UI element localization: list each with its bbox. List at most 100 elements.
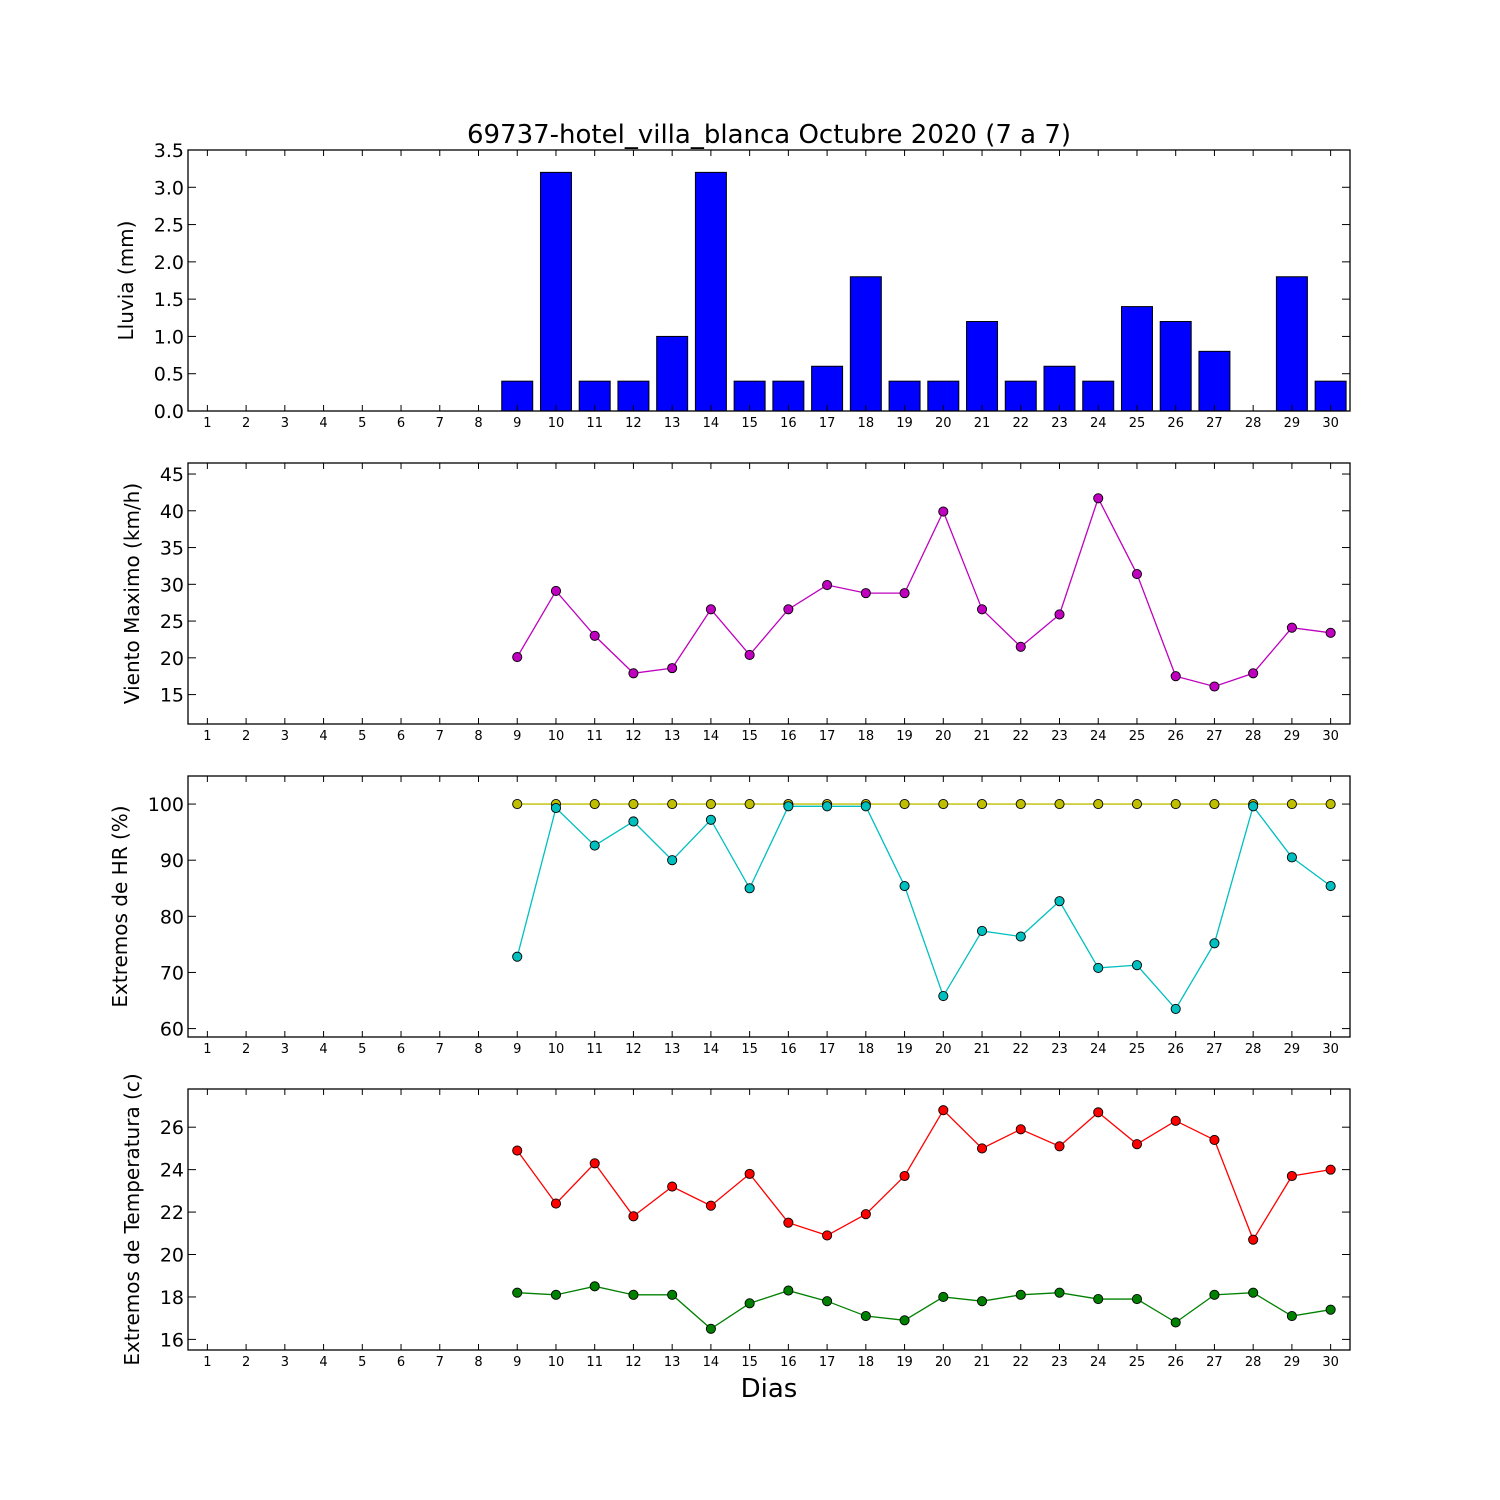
point-s1-day-11 (589, 1158, 600, 1169)
point-s2-day-13 (667, 1289, 678, 1300)
point-s2-day-20 (938, 990, 949, 1002)
point-s1-day-29 (1286, 1170, 1297, 1182)
point-s1-day-30 (1325, 799, 1336, 810)
x-tick-label: 8 (474, 729, 482, 744)
point-s2-day-17 (822, 801, 833, 812)
x-tick-label: 28 (1245, 729, 1262, 744)
y-axis-label: Extremos de Temperatura (c) (120, 1073, 144, 1365)
x-tick-label: 6 (397, 1355, 405, 1370)
x-tick-label: 10 (548, 729, 565, 744)
x-tick-label: 15 (741, 729, 758, 744)
x-tick-label: 22 (1012, 1042, 1029, 1057)
chart-panels: 0.00.51.01.52.02.53.03.51 2 3 4 5 6 7 8 9 10 11 12 1… (108, 140, 1351, 1370)
point-s1-day-16 (783, 1217, 794, 1228)
point-s2-day-18 (860, 801, 871, 812)
point-s2-day-19 (899, 1315, 910, 1326)
x-tick-label: 26 (1167, 1355, 1184, 1370)
y-tick-label: 80 (160, 906, 184, 928)
point-s2-day-24 (1093, 1294, 1104, 1305)
x-tick-label: 11 (586, 1042, 603, 1057)
x-tick-label: 25 (1129, 416, 1146, 431)
x-tick-label: 19 (896, 416, 913, 431)
series-line-1 (516, 1109, 1331, 1242)
bar-day-10 (539, 171, 572, 412)
point-s1-day-12 (628, 1211, 639, 1222)
point-s1-day-11 (589, 630, 600, 641)
x-tick-label: 16 (780, 1042, 797, 1057)
point-s2-day-14 (705, 1323, 716, 1334)
x-tick-label: 5 (358, 1042, 366, 1057)
point-s2-day-14 (705, 814, 716, 825)
point-s1-day-27 (1209, 799, 1220, 810)
panel-1: 0.00.51.01.52.02.53.03.51 2 3 4 5 6 7 8 9 10 11 12 1… (114, 140, 1351, 431)
y-tick-label: 3.5 (154, 140, 184, 162)
point-s1-day-14 (705, 1200, 716, 1211)
y-tick-label: 18 (160, 1287, 184, 1309)
point-s1-day-30 (1325, 627, 1336, 638)
point-s2-day-16 (783, 1285, 794, 1296)
point-s2-day-17 (822, 1296, 833, 1307)
x-tick-label: 21 (974, 1042, 991, 1057)
point-s1-day-14 (705, 604, 716, 615)
point-s1-day-29 (1286, 622, 1297, 633)
x-tick-label: 27 (1206, 416, 1223, 431)
x-tick-label: 1 (203, 416, 211, 431)
x-tick-label: 3 (281, 1355, 289, 1370)
point-s2-day-9 (512, 1287, 523, 1298)
x-tick-label: 13 (664, 1355, 681, 1370)
point-s2-day-25 (1131, 960, 1143, 971)
point-s1-day-20 (938, 799, 949, 810)
x-tick-label: 28 (1245, 1355, 1262, 1370)
x-tick-label: 4 (319, 1042, 327, 1057)
point-s1-day-13 (667, 663, 678, 674)
x-tick-label: 6 (397, 729, 405, 744)
x-tick-label: 24 (1090, 1355, 1107, 1370)
x-tick-label: 21 (974, 416, 991, 431)
point-s1-day-20 (938, 1105, 949, 1116)
point-s2-day-22 (1015, 931, 1026, 942)
point-s1-day-13 (667, 799, 678, 810)
x-tick-label: 30 (1322, 729, 1339, 744)
point-s2-day-12 (628, 816, 639, 827)
x-tick-label: 23 (1051, 416, 1068, 431)
x-tick-label: 3 (281, 416, 289, 431)
point-s1-day-26 (1170, 671, 1181, 682)
x-tick-label: 27 (1206, 729, 1223, 744)
x-tick-label: 29 (1284, 1042, 1301, 1057)
point-s1-day-24 (1093, 493, 1104, 504)
x-tick-label: 30 (1322, 1042, 1339, 1057)
x-tick-label: 11 (586, 729, 603, 744)
bar-day-29 (1275, 276, 1308, 412)
point-s2-day-10 (550, 802, 562, 814)
y-tick-label: 25 (160, 611, 184, 633)
x-tick-label: 11 (586, 416, 603, 431)
y-tick-label: 70 (160, 962, 184, 984)
x-tick-label: 14 (703, 1042, 720, 1057)
axes-frame (187, 462, 1351, 725)
series-line-2 (517, 1285, 1331, 1330)
point-s1-day-13 (667, 1181, 678, 1192)
x-tick-label: 9 (513, 416, 521, 431)
point-s1-day-20 (938, 506, 949, 517)
bar-day-21 (966, 321, 999, 412)
point-s1-day-25 (1131, 568, 1143, 580)
point-s1-day-18 (860, 588, 871, 599)
x-tick-label: 7 (436, 1042, 444, 1057)
y-tick-label: 26 (160, 1117, 184, 1139)
x-tick-label: 23 (1051, 1042, 1068, 1057)
x-tick-label: 14 (703, 1355, 720, 1370)
y-tick-label: 60 (160, 1019, 184, 1041)
x-tick-label: 9 (513, 729, 521, 744)
y-tick-label: 1.0 (154, 326, 184, 348)
x-tick-label: 2 (242, 1355, 250, 1370)
y-tick-label: 20 (160, 1245, 184, 1267)
y-tick-label: 40 (160, 501, 184, 523)
x-tick-label: 30 (1322, 1355, 1339, 1370)
y-tick-label: 1.5 (154, 289, 184, 311)
point-s2-day-27 (1209, 938, 1220, 949)
point-s1-day-12 (628, 799, 639, 810)
x-tick-label: 12 (625, 416, 642, 431)
point-s1-day-27 (1209, 1134, 1220, 1145)
